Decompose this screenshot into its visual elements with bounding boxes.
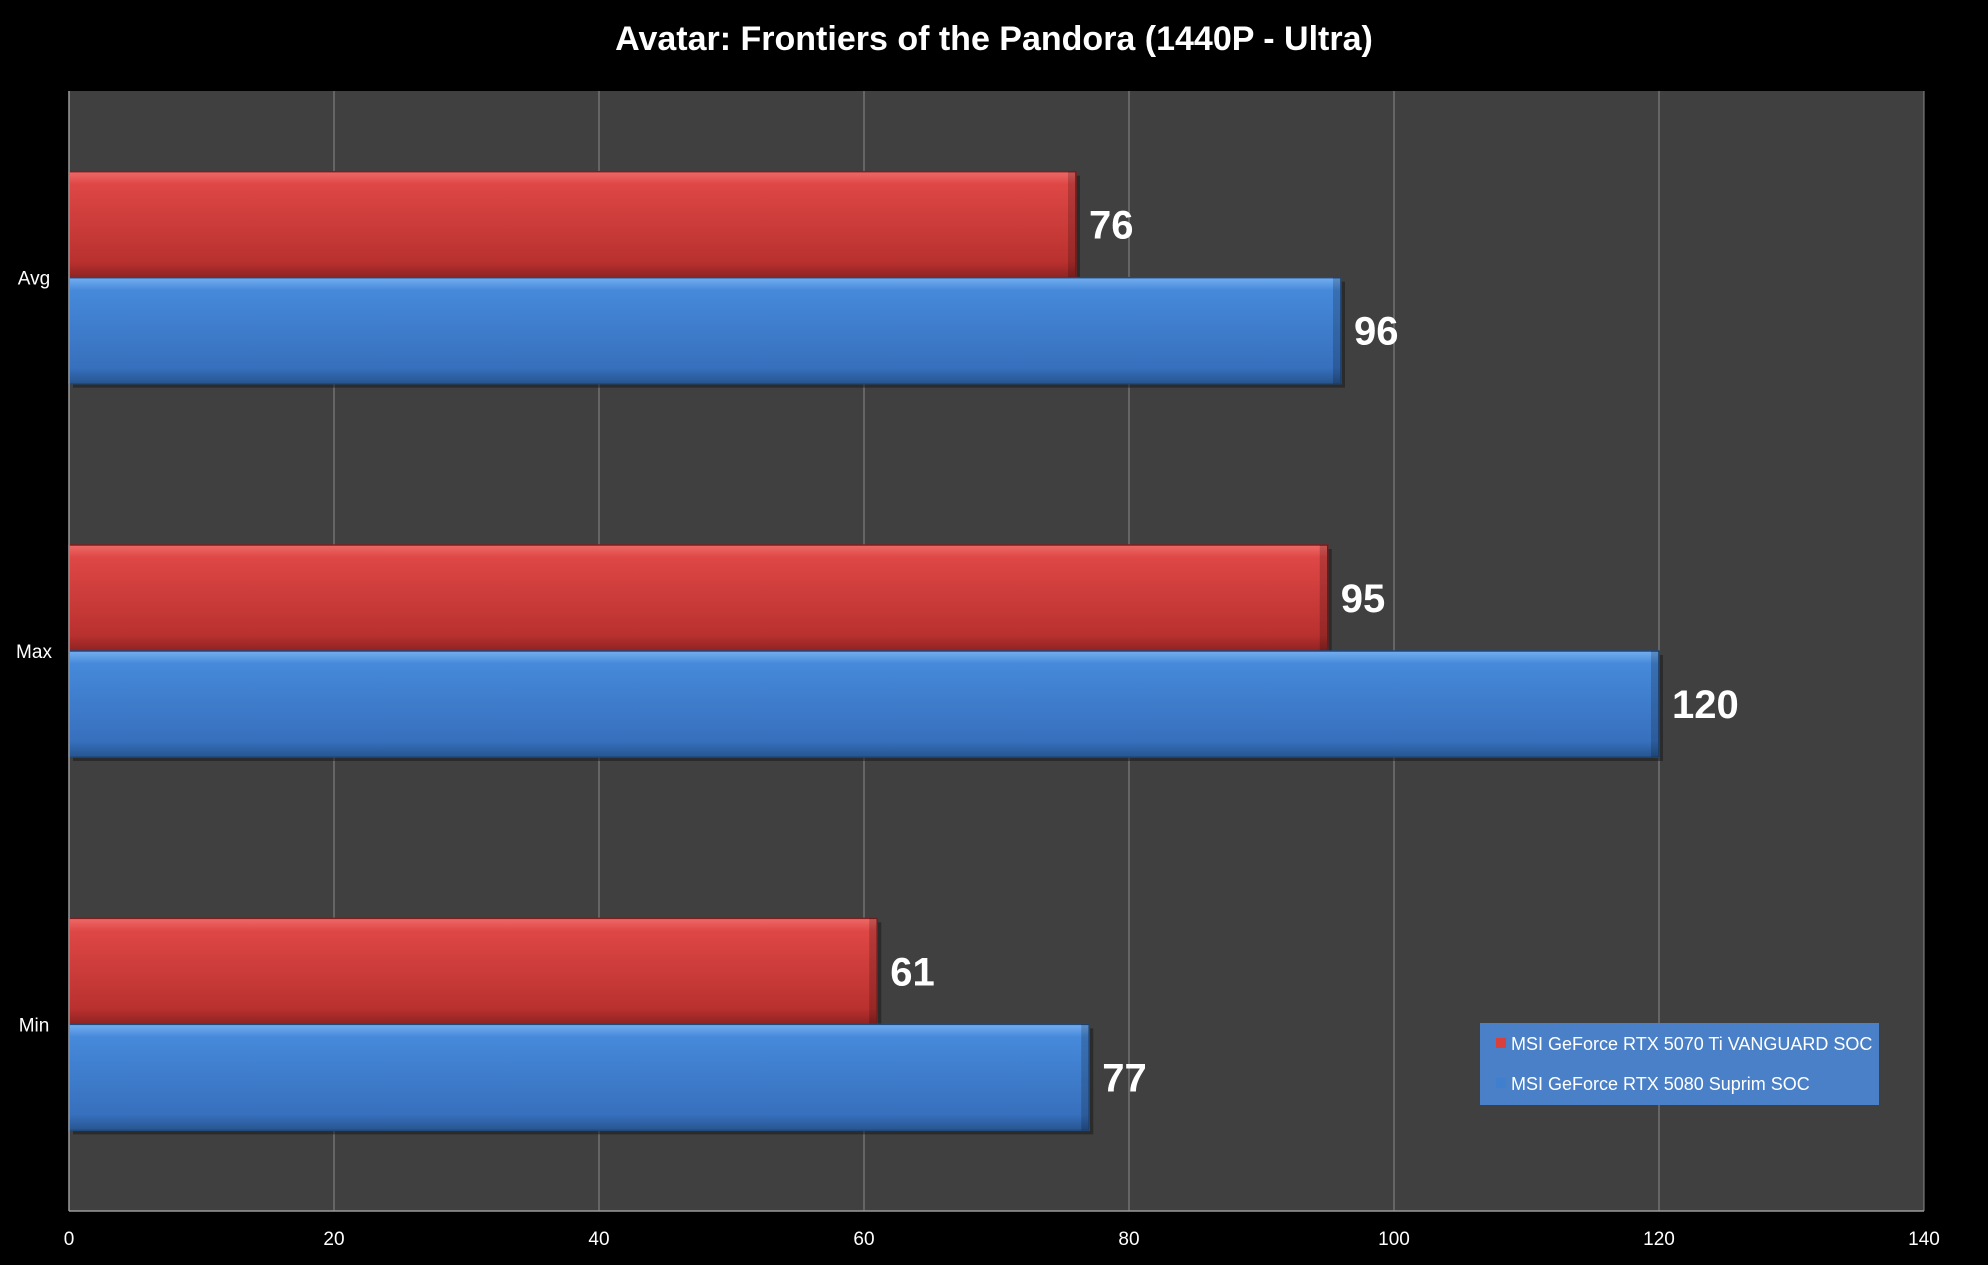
bar-avg-series-0 [68, 170, 1077, 279]
bar-bevel [1081, 1024, 1090, 1131]
bar-bevel [869, 918, 878, 1025]
category-label-min: Min [19, 1015, 50, 1036]
x-tick-label: 80 [1118, 1229, 1139, 1250]
x-tick-label: 140 [1908, 1229, 1940, 1250]
legend-swatch-rtx-5070-ti [1496, 1038, 1506, 1048]
data-label-avg-series-0: 76 [1089, 204, 1134, 248]
legend-swatch-rtx-5080 [1496, 1078, 1506, 1088]
bar-min-series-0 [68, 917, 878, 1026]
data-label-avg-series-1: 96 [1354, 310, 1399, 354]
x-tick-label: 100 [1378, 1229, 1410, 1250]
legend-box [1480, 1023, 1879, 1105]
bar-min-series-1 [68, 1023, 1090, 1132]
bar-bevel [1319, 545, 1328, 651]
bar-bevel [1068, 171, 1076, 278]
data-label-min-series-0: 61 [890, 950, 935, 994]
x-tick-label: 40 [588, 1229, 609, 1250]
legend-label-rtx-5080: MSI GeForce RTX 5080 Suprim SOC [1511, 1074, 1810, 1094]
x-tick-label: 60 [853, 1229, 874, 1250]
bar-bevel [1333, 277, 1341, 384]
data-label-max-series-1: 120 [1672, 683, 1739, 727]
legend: MSI GeForce RTX 5070 Ti VANGUARD SOC MSI… [1480, 1023, 1879, 1105]
x-tick-label: 20 [323, 1229, 344, 1250]
bar-avg-series-1 [68, 276, 1342, 385]
x-tick-label: 0 [64, 1229, 75, 1250]
bar-max-series-0 [68, 544, 1329, 652]
category-label-avg: Avg [18, 269, 50, 290]
data-label-max-series-0: 95 [1341, 577, 1386, 621]
chart-title: Avatar: Frontiers of the Pandora (1440P … [615, 20, 1373, 58]
bar-bevel [1651, 651, 1659, 757]
bar-max-series-1 [68, 650, 1660, 758]
legend-label-rtx-5070-ti: MSI GeForce RTX 5070 Ti VANGUARD SOC [1511, 1034, 1872, 1054]
data-label-min-series-1: 77 [1102, 1056, 1147, 1100]
x-tick-label: 120 [1643, 1229, 1675, 1250]
category-label-max: Max [16, 642, 52, 663]
